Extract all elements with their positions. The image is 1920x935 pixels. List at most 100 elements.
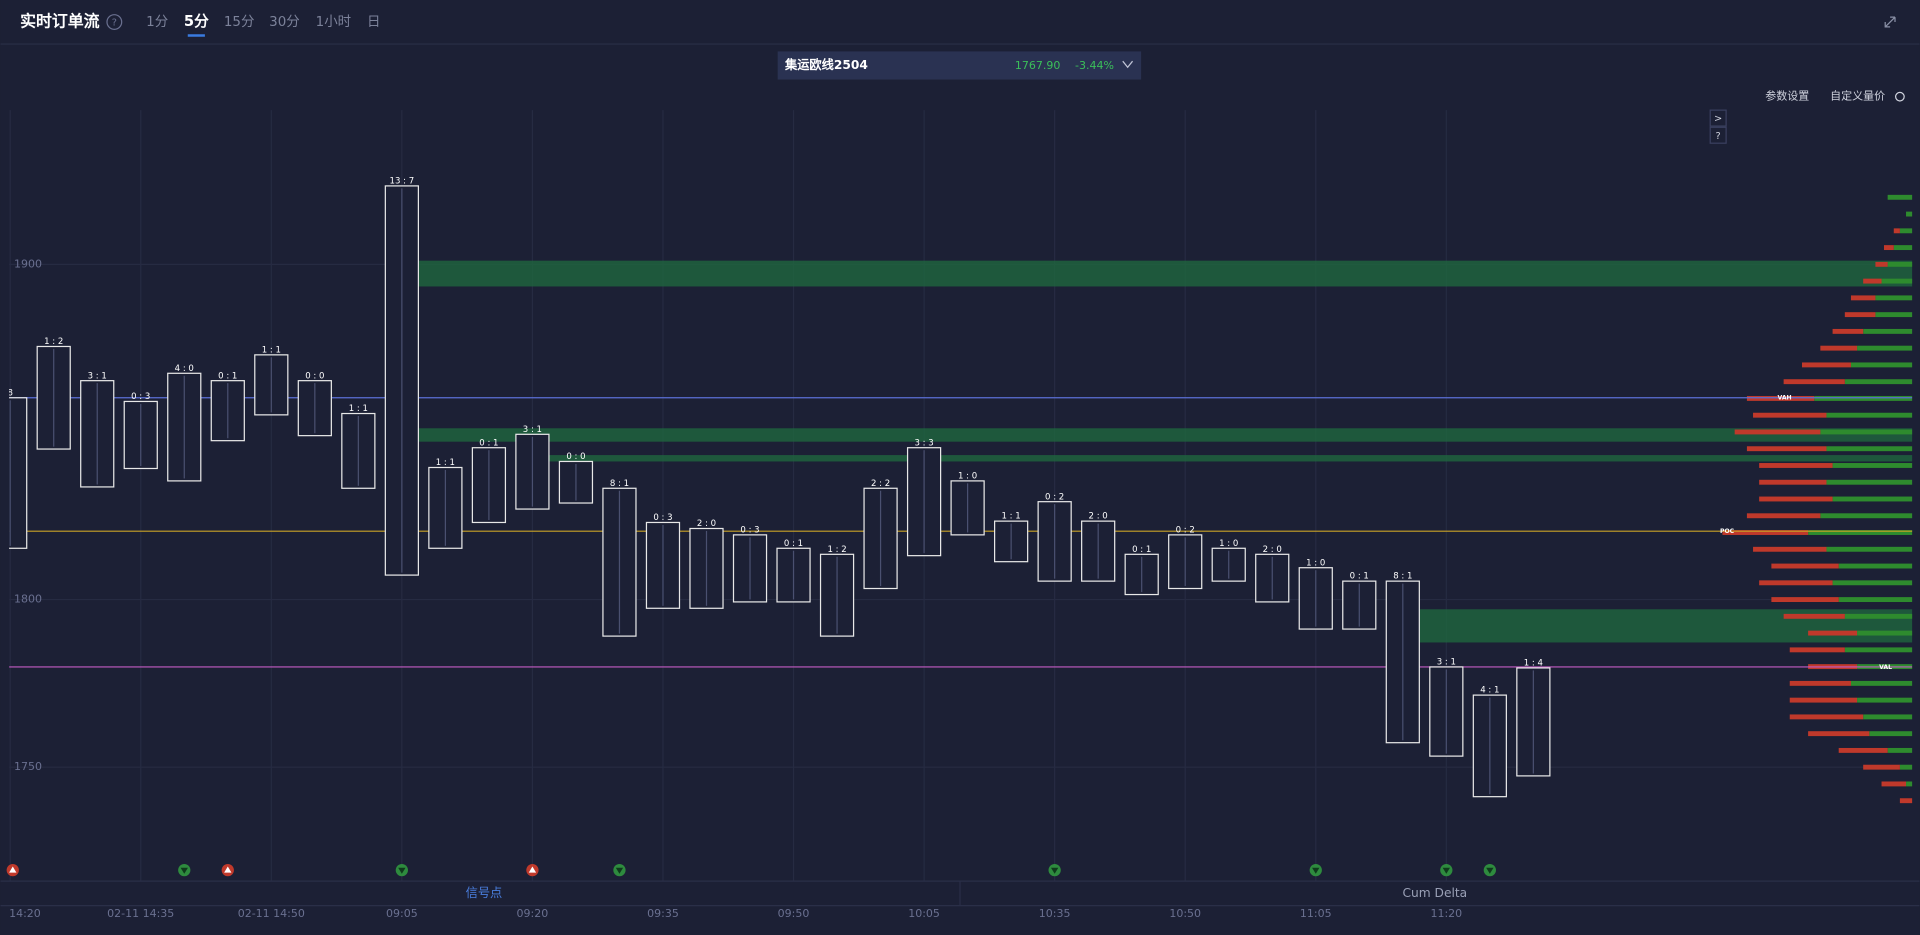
candle-header: 8 : 1 [1393, 572, 1412, 582]
app-title: 实时订单流 [20, 12, 100, 31]
profile-sell [1893, 228, 1900, 234]
profile-sell [1783, 613, 1845, 619]
profile-buy [1857, 697, 1913, 703]
profile-sell [1722, 530, 1809, 535]
profile-buy [1869, 731, 1913, 737]
candle-header: 3 : 1 [88, 371, 107, 381]
signal-arrow [1486, 867, 1494, 874]
interval-tab[interactable]: 15分 [224, 14, 255, 30]
profile-buy [1899, 228, 1913, 234]
profile-buy [1832, 496, 1913, 502]
interval-tab[interactable]: 1分 [146, 14, 168, 30]
custom-button[interactable]: 自定义量价 [1830, 89, 1885, 103]
candle-header: 0 : 1 [784, 539, 803, 549]
level-label: POC [1720, 528, 1735, 535]
profile-sell [1863, 764, 1900, 770]
interval-tab[interactable]: 日 [367, 15, 380, 30]
instrument-selector[interactable] [777, 51, 1142, 80]
candle-header: 4 : 0 [175, 364, 194, 374]
bottom-tab[interactable]: 信号点 [466, 886, 503, 900]
profile-buy [1906, 781, 1913, 787]
footprint-chart: VAH POC VAL 8 1 : 2 3 : 1 0 : 3 4 : 0 0 : 1 1 : 1… [9, 110, 1913, 882]
interval-tab[interactable]: 30分 [269, 14, 300, 30]
candle-header: 1 : 0 [1219, 539, 1238, 549]
side-button[interactable] [1709, 109, 1727, 127]
imbalance-zone [385, 260, 1913, 287]
candle-header: 13 : 7 [390, 177, 415, 187]
candle-header: 1 : 1 [349, 404, 368, 414]
y-tick-label: 1800 [14, 593, 42, 606]
profile-sell [1883, 245, 1894, 251]
profile-buy [1844, 647, 1913, 653]
profile-buy [1899, 764, 1913, 770]
candle-header: 3 : 1 [1437, 658, 1456, 668]
profile-buy [1814, 395, 1913, 401]
profile-buy [1875, 312, 1913, 318]
x-tick-label: 11:20 [1430, 907, 1462, 920]
profile-buy [1863, 714, 1913, 720]
candle-header: 1 : 1 [436, 458, 455, 468]
candle-header: 1 : 1 [262, 345, 281, 355]
candle-header: 0 : 0 [305, 371, 324, 381]
signal-arrow [9, 866, 17, 873]
profile-sell [1789, 680, 1851, 686]
profile-sell [1759, 463, 1833, 468]
profile-sell [1753, 412, 1827, 418]
interval-tab[interactable]: 1小时 [316, 14, 351, 30]
side-button[interactable] [1709, 126, 1727, 144]
candle-header: 2 : 0 [697, 519, 716, 529]
profile-sell [1746, 513, 1821, 519]
x-tick-label: 09:05 [386, 907, 418, 920]
signal-arrow [1442, 867, 1450, 874]
candle-header: 0 : 1 [1132, 545, 1151, 555]
level-label: VAL [1879, 664, 1892, 671]
profile-sell [1759, 479, 1827, 485]
profile-buy [1844, 613, 1913, 619]
profile-sell [1789, 714, 1864, 720]
x-tick-label: 10:35 [1039, 907, 1071, 920]
candle-header: 3 : 3 [914, 438, 933, 448]
profile-sell [1789, 697, 1858, 703]
help-icon[interactable] [106, 14, 123, 30]
candle-header: 1 : 0 [958, 472, 977, 482]
profile-sell [1820, 345, 1858, 351]
profile-sell [1771, 563, 1839, 569]
profile-buy [1826, 546, 1913, 552]
profile-sell [1771, 597, 1839, 603]
x-tick-label: 14:20 [9, 907, 41, 920]
profile-sell [1759, 580, 1833, 586]
y-tick-label: 1750 [14, 760, 42, 773]
signal-arrow [528, 866, 537, 873]
candle-header: 1 : 1 [1002, 512, 1021, 522]
settings-button[interactable]: 参数设置 [1765, 89, 1809, 103]
instrument-price: 1767.90 [1015, 59, 1060, 72]
footprint-candle [9, 397, 28, 549]
side-button-text: > [1714, 114, 1722, 125]
profile-sell [1734, 429, 1821, 435]
candle-header: 0 : 3 [131, 392, 150, 402]
level-label: VAH [1778, 395, 1792, 402]
chart-overlay: 1750 1800 1900 14:20 02-11 14:35 02-11 14:50 0… [6, 257, 1496, 920]
profile-buy [1832, 463, 1913, 468]
profile-buy [1850, 680, 1913, 686]
candle-header: 3 : 1 [523, 425, 542, 435]
candle-header: 0 : 1 [1350, 572, 1369, 582]
x-tick-label: 10:50 [1169, 907, 1201, 920]
candle-header: 2 : 0 [1263, 545, 1282, 555]
collapse-icon[interactable] [1884, 16, 1896, 28]
candle-header: 0 : 3 [653, 513, 672, 523]
profile-buy [1857, 345, 1913, 351]
bottom-tab[interactable]: Cum Delta [1403, 886, 1468, 900]
x-tick-label: 02-11 14:50 [238, 907, 305, 920]
profile-sell [1808, 731, 1870, 737]
candle-header: 1 : 2 [827, 545, 846, 555]
profile-sell [1808, 630, 1858, 636]
instrument-name: 集运欧线2504 [784, 57, 868, 72]
interval-tab[interactable]: 5分 [184, 13, 209, 30]
x-tick-label: 09:20 [517, 907, 549, 920]
profile-sell [1746, 446, 1827, 452]
profile-buy [1826, 412, 1913, 418]
x-tick-label: 09:50 [778, 907, 810, 920]
